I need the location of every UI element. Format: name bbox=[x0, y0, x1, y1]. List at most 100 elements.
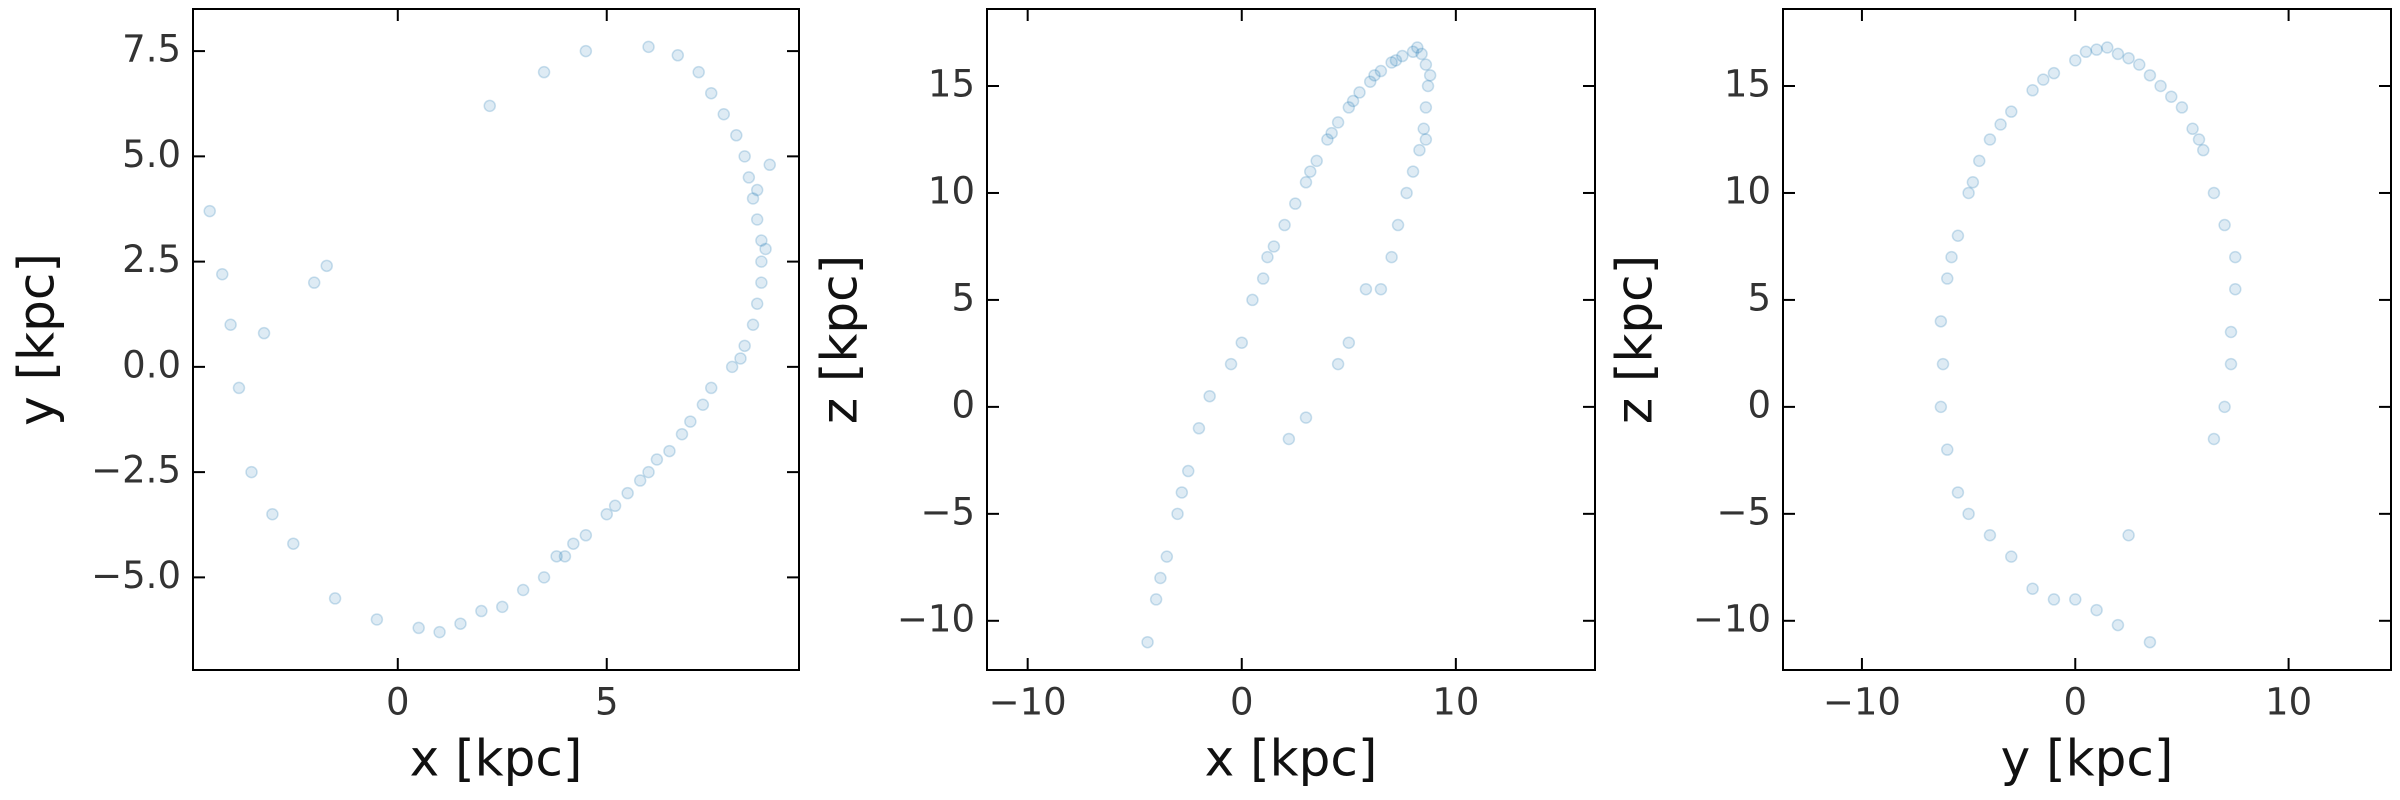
point bbox=[203, 204, 216, 218]
point bbox=[1396, 49, 1409, 63]
point bbox=[675, 427, 689, 441]
point bbox=[738, 150, 751, 163]
y-tick-label: 15 bbox=[928, 63, 975, 106]
point bbox=[454, 617, 467, 630]
point bbox=[1374, 64, 1388, 78]
point bbox=[1154, 571, 1167, 585]
point bbox=[1934, 315, 1948, 328]
point bbox=[2026, 582, 2039, 595]
point bbox=[516, 583, 530, 597]
point bbox=[642, 465, 655, 479]
point bbox=[1304, 165, 1317, 178]
point bbox=[1235, 336, 1249, 349]
point bbox=[1415, 47, 1428, 61]
point bbox=[1419, 133, 1433, 146]
point bbox=[1331, 357, 1345, 371]
point bbox=[1149, 593, 1163, 606]
point bbox=[1962, 186, 1975, 200]
point bbox=[633, 474, 647, 487]
axes-frame bbox=[1782, 8, 2392, 671]
point bbox=[1282, 432, 1296, 446]
point bbox=[1941, 443, 1954, 456]
x-tick-label: 0 bbox=[2063, 681, 2087, 724]
y-axis-label: z [kpc] bbox=[811, 255, 869, 424]
point bbox=[2090, 603, 2103, 617]
point bbox=[1299, 411, 1313, 424]
point bbox=[1983, 133, 1997, 146]
point bbox=[1175, 486, 1189, 499]
point bbox=[558, 550, 572, 563]
point bbox=[1941, 272, 1954, 285]
point bbox=[1299, 176, 1313, 189]
point bbox=[1192, 422, 1206, 435]
point bbox=[1363, 75, 1377, 88]
point bbox=[1267, 240, 1281, 253]
point bbox=[224, 318, 237, 332]
point bbox=[2101, 41, 2114, 54]
point bbox=[579, 529, 593, 542]
point bbox=[579, 44, 593, 58]
point bbox=[537, 571, 551, 584]
point bbox=[1389, 54, 1403, 67]
point bbox=[412, 621, 425, 635]
point bbox=[1160, 550, 1174, 563]
point bbox=[1413, 143, 1426, 157]
point bbox=[2005, 105, 2018, 118]
point bbox=[755, 234, 768, 247]
point bbox=[1385, 250, 1398, 264]
point bbox=[2069, 54, 2082, 67]
point bbox=[2026, 84, 2039, 97]
point bbox=[2111, 47, 2125, 61]
y-tick-label: −10 bbox=[897, 597, 975, 640]
point bbox=[725, 360, 739, 374]
point bbox=[1983, 528, 1997, 542]
point bbox=[2154, 79, 2167, 93]
point bbox=[1973, 154, 1986, 168]
point bbox=[692, 65, 705, 79]
point bbox=[1310, 154, 1323, 168]
point bbox=[2047, 66, 2061, 80]
point bbox=[2186, 122, 2199, 136]
point bbox=[621, 486, 634, 500]
point bbox=[684, 415, 697, 428]
point bbox=[1400, 186, 1413, 200]
point bbox=[755, 255, 768, 268]
x-tick-label: 0 bbox=[386, 681, 410, 724]
point bbox=[1417, 122, 1430, 136]
point bbox=[370, 613, 384, 626]
point bbox=[2079, 45, 2093, 59]
point bbox=[1261, 250, 1274, 264]
point bbox=[1346, 94, 1360, 108]
point bbox=[1246, 293, 1259, 307]
point bbox=[2122, 528, 2135, 542]
point bbox=[1423, 69, 1437, 82]
y-tick-label: 10 bbox=[928, 169, 975, 212]
point bbox=[216, 267, 229, 281]
y-axis-label: y [kpc] bbox=[8, 253, 66, 426]
axes-frame bbox=[986, 8, 1596, 671]
point bbox=[600, 507, 614, 521]
point bbox=[1359, 282, 1373, 296]
y-tick-label: −5 bbox=[920, 490, 975, 533]
y-tick-label: 10 bbox=[1724, 169, 1771, 212]
point bbox=[704, 381, 718, 395]
point bbox=[328, 592, 342, 605]
point bbox=[750, 297, 764, 310]
point bbox=[307, 276, 321, 289]
point bbox=[750, 183, 764, 197]
y-axis-label: z [kpc] bbox=[1606, 255, 1664, 424]
y-tick-label: 5 bbox=[1747, 276, 1771, 319]
point bbox=[1421, 79, 1435, 93]
point bbox=[742, 171, 756, 184]
y-tick-label: −5 bbox=[1716, 490, 1771, 533]
point bbox=[746, 192, 760, 205]
point bbox=[287, 537, 300, 550]
point bbox=[483, 99, 496, 113]
y-tick-label: 0.0 bbox=[122, 343, 181, 386]
point bbox=[1342, 336, 1356, 349]
point bbox=[2229, 282, 2242, 296]
point bbox=[1203, 389, 1216, 403]
point bbox=[2218, 218, 2231, 232]
point bbox=[1411, 41, 1424, 54]
